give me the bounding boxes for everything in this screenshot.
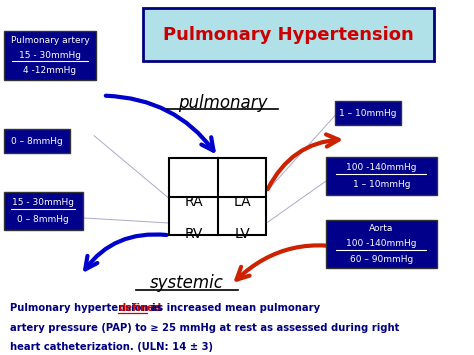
Text: heart catheterization. (ULN: 14 ± 3): heart catheterization. (ULN: 14 ± 3) xyxy=(10,342,213,352)
Text: 100 -140mmHg: 100 -140mmHg xyxy=(346,163,417,172)
Text: 100 -140mmHg: 100 -140mmHg xyxy=(346,240,417,248)
Text: LA: LA xyxy=(233,195,251,209)
Text: RA: RA xyxy=(184,195,203,209)
Text: systemic: systemic xyxy=(150,274,224,293)
Text: defined: defined xyxy=(118,303,161,313)
FancyBboxPatch shape xyxy=(326,157,437,195)
FancyBboxPatch shape xyxy=(335,101,401,125)
FancyBboxPatch shape xyxy=(4,192,83,230)
Text: 4 -12mmHg: 4 -12mmHg xyxy=(23,66,77,75)
Text: LV: LV xyxy=(234,226,250,240)
FancyBboxPatch shape xyxy=(143,9,434,61)
FancyBboxPatch shape xyxy=(4,31,96,80)
Text: artery pressure (PAP) to ≥ 25 mmHg at rest as assessed during right: artery pressure (PAP) to ≥ 25 mmHg at re… xyxy=(10,323,400,333)
Text: Pulmonary Hypertension: Pulmonary Hypertension xyxy=(163,26,414,44)
Bar xyxy=(169,158,266,235)
Text: 0 – 8mmHg: 0 – 8mmHg xyxy=(11,137,63,146)
Text: 60 – 90mmHg: 60 – 90mmHg xyxy=(350,255,413,264)
Text: 0 – 8mmHg: 0 – 8mmHg xyxy=(18,215,69,224)
Text: Pulmonary hypertension is: Pulmonary hypertension is xyxy=(10,303,165,313)
Text: 1 – 10mmHg: 1 – 10mmHg xyxy=(339,109,397,118)
Text: 15 - 30mmHg: 15 - 30mmHg xyxy=(19,51,81,60)
Text: Aorta: Aorta xyxy=(369,224,393,233)
Text: 15 - 30mmHg: 15 - 30mmHg xyxy=(12,198,74,207)
FancyBboxPatch shape xyxy=(4,129,70,153)
Text: as increased mean pulmonary: as increased mean pulmonary xyxy=(147,303,320,313)
Text: Pulmonary artery: Pulmonary artery xyxy=(10,36,90,45)
FancyBboxPatch shape xyxy=(326,219,437,268)
Text: pulmonary: pulmonary xyxy=(178,94,267,111)
Text: 1 – 10mmHg: 1 – 10mmHg xyxy=(353,180,410,189)
Text: RV: RV xyxy=(184,226,203,240)
